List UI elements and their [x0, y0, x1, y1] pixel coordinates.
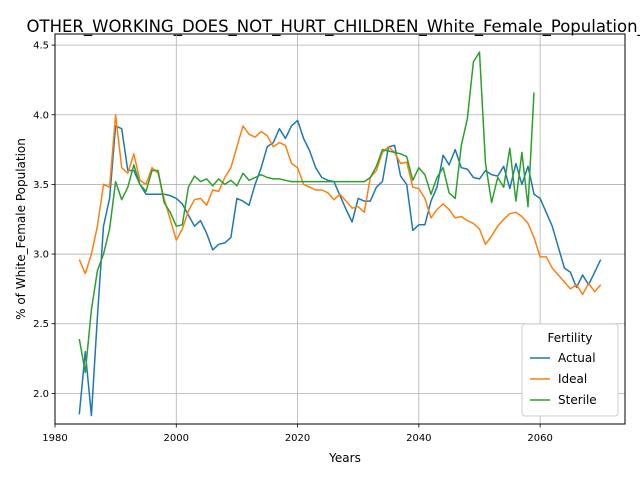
series-lines	[78, 51, 602, 417]
plot-frame	[54, 33, 626, 425]
legend-label-actual: Actual	[558, 351, 596, 365]
legend-items: Actual Ideal Sterile	[530, 351, 597, 407]
legend-title: Fertility	[547, 331, 592, 345]
y-tick-label: 3.0	[33, 250, 49, 261]
y-tick-label: 4.0	[33, 110, 49, 121]
y-tick-label: 2.0	[33, 389, 49, 400]
x-tick-label: 2000	[164, 433, 189, 444]
legend-box	[521, 323, 619, 417]
y-tick-label: 2.5	[33, 319, 49, 330]
x-tick-label: 2020	[285, 433, 310, 444]
x-tick-label: 2040	[406, 433, 431, 444]
y-axis-label: % of White_Female Population	[14, 138, 28, 320]
x-tick-label: 2060	[527, 433, 552, 444]
x-axis-label: Years	[328, 451, 361, 465]
legend: Fertility Actual Ideal Sterile	[521, 323, 619, 417]
axis-ticks: 1980 2000 2020 2040 2060 2.0 2.5 3.0 3.5 4.0 4.5	[33, 41, 553, 444]
y-tick-label: 3.5	[33, 180, 49, 191]
legend-label-ideal: Ideal	[558, 372, 587, 386]
x-tick-label: 1980	[42, 433, 67, 444]
series-line-sterile	[78, 51, 535, 374]
series-line-actual	[78, 119, 602, 417]
y-tick-label: 4.5	[33, 41, 49, 52]
legend-label-sterile: Sterile	[558, 393, 597, 407]
chart-title: OTHER_WORKING_DOES_NOT_HURT_CHILDREN_Whi…	[27, 17, 640, 37]
